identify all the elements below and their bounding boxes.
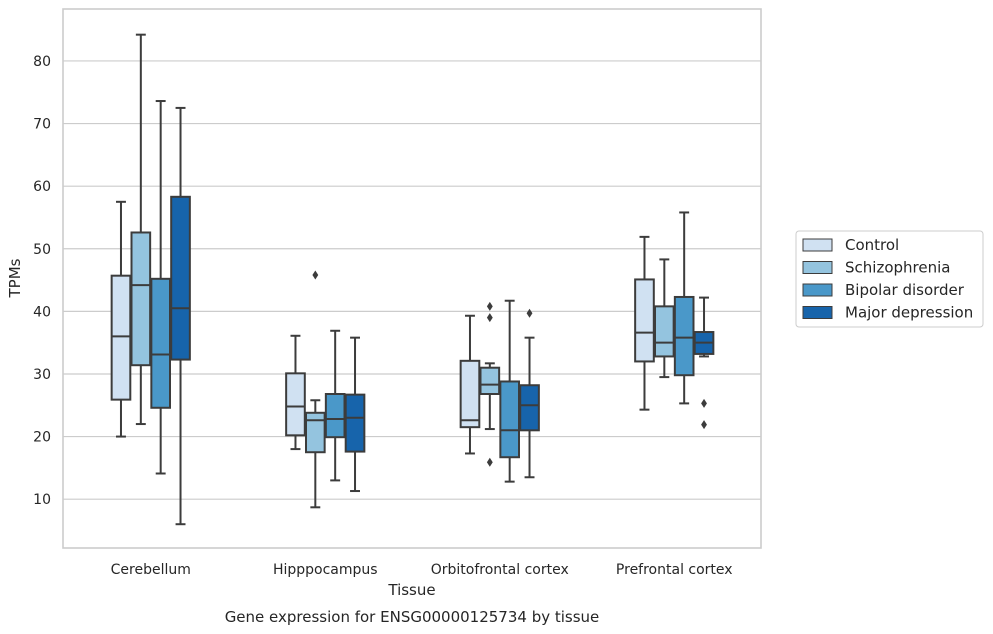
figure-caption: Gene expression for ENSG00000125734 by t… [225,608,600,626]
y-tick-label: 30 [33,367,51,383]
box-schizophrenia [305,270,326,509]
x-tick-label: Orbitofrontal cortex [431,562,569,578]
x-axis-label: Tissue [387,581,435,599]
x-tick-label: Hipppocampus [273,562,378,578]
box-body [654,305,675,358]
y-tick-label: 50 [33,242,51,258]
y-tick-label: 80 [33,54,51,70]
box-major-depression [170,106,191,526]
y-axis-label: TPMs [6,258,24,298]
box-body [150,277,171,409]
legend-frame [795,230,984,328]
outlier-point [701,398,707,408]
y-tick-label: 20 [33,430,51,446]
box-body [479,366,501,395]
outlier-point [486,301,493,311]
legend-swatch [802,306,833,319]
box-major-depression [344,336,366,493]
x-tick-label: Cerebellum [111,562,191,578]
box-control [110,200,132,438]
box-schizophrenia [479,301,501,467]
outlier-point [486,313,493,323]
box-body [344,393,366,453]
box-series-group [110,33,715,526]
legend-swatch [802,261,833,274]
box-body [673,295,695,377]
box-control [459,314,481,455]
legend-swatch [802,238,833,252]
outlier-point [526,308,533,318]
legend-label: Control [845,236,899,254]
legend-swatch [802,283,833,297]
plot-frame [62,8,762,549]
outlier-point [701,420,707,430]
y-tick-label: 10 [33,492,51,508]
legend-label: Bipolar disorder [845,281,965,299]
outlier-point [486,457,493,467]
box-body [130,231,152,367]
box-body [170,195,191,361]
box-body [305,411,326,454]
box-major-depression [693,296,715,430]
box-bipolar-disorder [673,211,695,405]
box-control [634,235,655,411]
box-bipolar-disorder [499,299,520,483]
box-body [459,359,481,429]
box-body [285,372,306,437]
box-body [324,393,346,439]
x-tick-label: Prefrontal cortex [616,562,733,578]
y-tick-label: 40 [33,304,51,320]
legend-label: Major depression [845,304,973,322]
y-tick-label: 60 [33,179,51,195]
box-body [634,278,655,363]
box-bipolar-disorder [150,100,171,475]
box-schizophrenia [654,258,675,379]
box-body [519,384,540,432]
box-body [110,274,132,401]
x-tick-labels: Cerebellum Hipppocampus Orbitofrontal cort… [111,562,733,578]
box-body [499,380,520,459]
box-bipolar-disorder [324,329,346,482]
y-tick-label: 70 [33,117,51,133]
legend-label: Schizophrenia [845,259,950,277]
box-major-depression [519,308,540,479]
box-control [285,334,306,451]
box-schizophrenia [130,33,152,426]
y-tick-labels: 10 20 30 40 50 60 70 80 [33,54,51,508]
outlier-point [312,270,319,280]
legend: Control Schizophrenia Bipolar disorder Majo… [795,230,984,328]
